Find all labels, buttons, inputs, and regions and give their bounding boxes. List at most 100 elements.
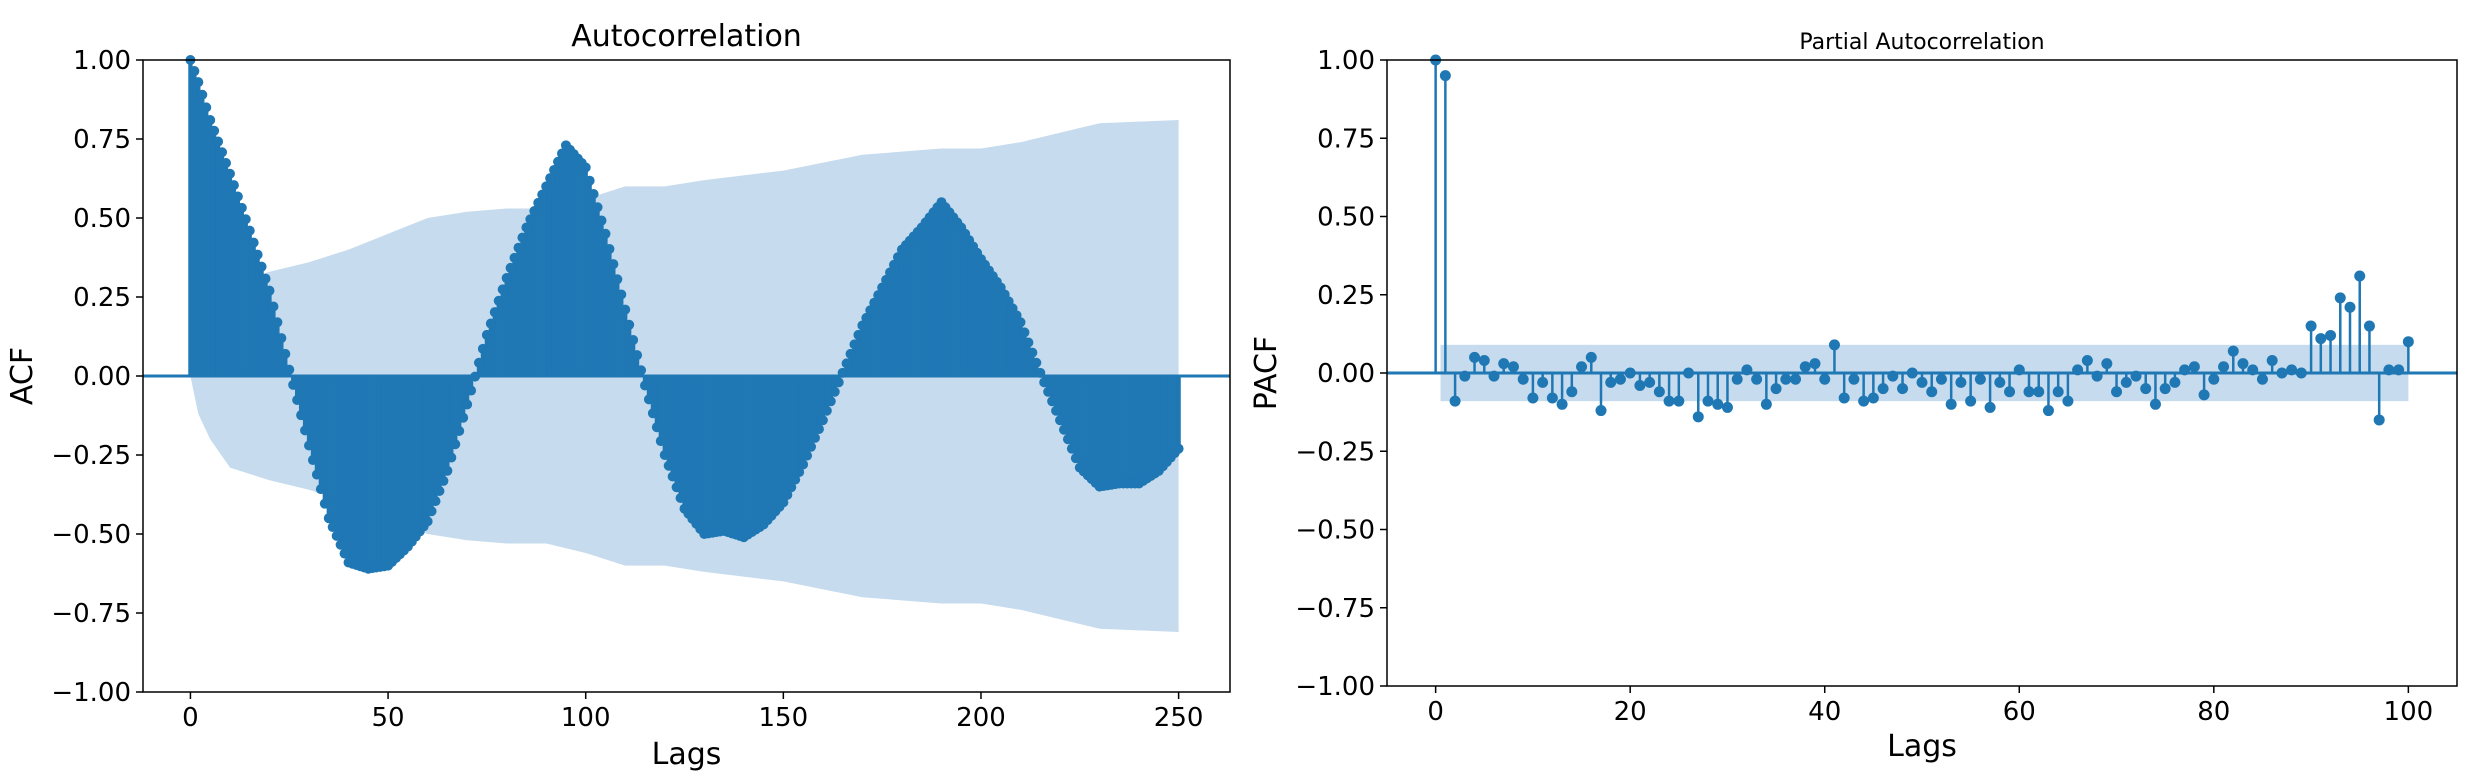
acf-marker [517,232,528,243]
y-tick-label: −0.75 [51,599,131,629]
pacf-marker [1459,370,1471,382]
acf-marker [307,455,318,466]
pacf-marker [1780,373,1792,385]
pacf-marker [1624,367,1636,379]
acf-marker [1051,405,1062,416]
acf-marker [545,173,556,184]
acf-marker [430,496,441,507]
y-tick-label: −1.00 [51,678,131,708]
acf-marker [501,273,512,284]
acf-marker [339,548,350,559]
pacf-marker [2091,370,2103,382]
acf-marker [1058,424,1069,435]
acf-marker [240,214,251,225]
pacf-marker [2218,361,2230,373]
acf-y-ticks: −1.00 −0.75 −0.50 −0.25 0.00 0.25 0.50 0.75 1.00 [51,46,143,708]
pacf-marker [2373,414,2385,426]
acf-marker [798,459,809,470]
acf-marker [252,249,263,260]
pacf-marker [1751,373,1763,385]
acf-marker [256,261,267,272]
pacf-marker [2004,386,2016,398]
acf-marker [213,136,224,147]
pacf-marker [2286,364,2298,376]
y-tick-label: 0.50 [73,204,131,234]
pacf-marker [2188,361,2200,373]
pacf-marker [1556,398,1568,410]
acf-marker [1047,396,1058,407]
acf-marker [224,168,235,179]
pacf-marker [1702,395,1714,407]
pacf-marker [1439,70,1451,82]
acf-y-axis-label: ACF [5,347,40,405]
acf-marker [639,380,650,391]
pacf-marker [1984,401,1996,413]
pacf-x-axis-label: Lags [1887,729,1957,764]
acf-marker [821,405,832,416]
acf-marker [525,214,536,225]
pacf-marker [2033,386,2045,398]
acf-marker [493,295,504,306]
acf-marker [647,408,658,419]
acf-marker [877,282,888,293]
pacf-marker [2081,354,2093,366]
acf-marker [205,115,216,126]
pacf-marker [1790,373,1802,385]
acf-marker [588,188,599,199]
acf-marker [636,365,647,376]
acf-marker [829,386,840,397]
acf-marker [489,307,500,318]
acf-marker [276,333,287,344]
acf-marker [620,304,631,315]
acf-marker [288,379,299,390]
pacf-marker [1469,351,1481,363]
pacf-marker [1731,373,1743,385]
pacf-marker [2393,364,2405,376]
acf-marker [651,422,662,433]
pacf-marker [1974,373,1986,385]
acf-marker [671,482,682,493]
acf-marker [193,77,204,88]
acf-marker [809,432,820,443]
pacf-marker [2227,345,2239,357]
pacf-marker [1683,367,1695,379]
pacf-y-ticks: −1.00 −0.75 −0.50 −0.25 0.00 0.25 0.50 0.75 1.00 [1295,46,1387,702]
acf-marker [232,191,243,202]
pacf-marker [1614,373,1626,385]
acf-marker [217,147,228,158]
pacf-marker [1527,392,1539,404]
acf-marker [477,343,488,354]
pacf-marker [1897,383,1909,395]
acf-marker [264,285,275,296]
y-tick-label: 0.00 [1317,359,1375,389]
acf-marker [1070,453,1081,464]
pacf-marker [1848,373,1860,385]
acf-marker [624,319,635,330]
acf-marker [556,148,567,159]
pacf-marker [1585,351,1597,363]
pacf-marker [1449,395,1461,407]
acf-marker [596,215,607,226]
acf-marker [1035,367,1046,378]
acf-marker [1039,377,1050,388]
acf-marker [553,156,564,167]
acf-marker [311,469,322,480]
acf-marker [529,206,540,217]
acf-marker [853,329,864,340]
pacf-marker [2256,373,2268,385]
acf-marker [513,242,524,253]
pacf-panel: 0 20 40 60 80 100 −1.00 −0.75 −0.50 −0.25 0.00 0.2… [1249,30,2458,764]
pacf-marker [2169,376,2181,388]
acf-title: Autocorrelation [571,19,802,54]
acf-marker [1015,317,1026,328]
pacf-marker [2402,336,2414,348]
pacf-marker [1858,395,1870,407]
acf-marker [857,320,868,331]
acf-marker [335,539,346,550]
pacf-marker [2072,364,2084,376]
pacf-marker [1537,376,1549,388]
acf-marker [802,450,813,461]
y-tick-label: −0.75 [1295,594,1375,624]
pacf-marker [2198,389,2210,401]
